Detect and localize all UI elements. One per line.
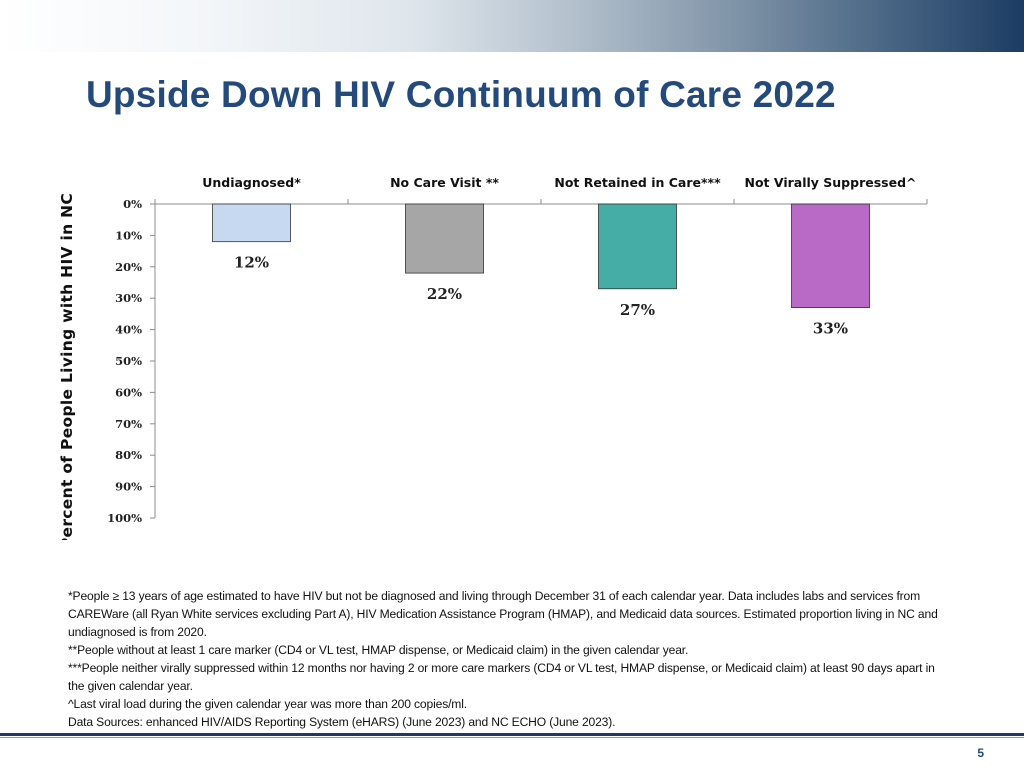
footnote-not-suppressed: ^Last viral load during the given calend…	[68, 697, 467, 711]
y-tick-label: 20%	[115, 260, 142, 274]
page-number: 5	[977, 746, 984, 760]
y-tick-label: 10%	[115, 228, 142, 242]
y-tick-label: 100%	[107, 511, 142, 525]
y-tick-label: 70%	[115, 417, 142, 431]
y-tick-label: 50%	[115, 354, 142, 368]
data-label: 22%	[427, 285, 462, 303]
category-label: No Care Visit **	[390, 175, 499, 190]
footer-rule-thin	[0, 737, 1024, 738]
y-axis-title: Percent of People Living with HIV in NC	[58, 193, 76, 540]
footnote-not-retained: ***People neither virally suppressed wit…	[68, 661, 935, 693]
footnote-undiagnosed: *People ≥ 13 years of age estimated to h…	[68, 589, 938, 639]
data-label: 33%	[813, 320, 848, 338]
category-label: Not Retained in Care***	[554, 175, 721, 190]
y-tick-label: 30%	[115, 291, 142, 305]
y-tick-label: 80%	[115, 448, 142, 462]
footer-rule	[0, 733, 1024, 736]
bar	[791, 203, 870, 309]
bar-chart: 0% 10% 20% 30% 40% 50% 60% 70% 80% 90% 100% Percent…	[58, 175, 928, 540]
y-tick-label: 60%	[115, 385, 142, 399]
footnotes: *People ≥ 13 years of age estimated to h…	[68, 587, 948, 731]
bar	[212, 203, 291, 243]
category-label: Undiagnosed*	[202, 175, 301, 190]
y-tick-label: 40%	[115, 323, 142, 337]
data-label: 12%	[234, 254, 269, 272]
footnote-data-sources: Data Sources: enhanced HIV/AIDS Reportin…	[68, 715, 616, 729]
y-tick-label: 90%	[115, 480, 142, 494]
bar	[405, 203, 484, 274]
category-label: Not Virally Suppressed^	[744, 175, 916, 190]
footnote-no-care-visit: **People without at least 1 care marker …	[68, 643, 689, 657]
y-tick-label: 0%	[123, 197, 142, 211]
bar	[598, 203, 677, 290]
page-title: Upside Down HIV Continuum of Care 2022	[86, 74, 836, 115]
header-gradient-band	[0, 0, 1024, 52]
data-label: 27%	[620, 301, 655, 319]
